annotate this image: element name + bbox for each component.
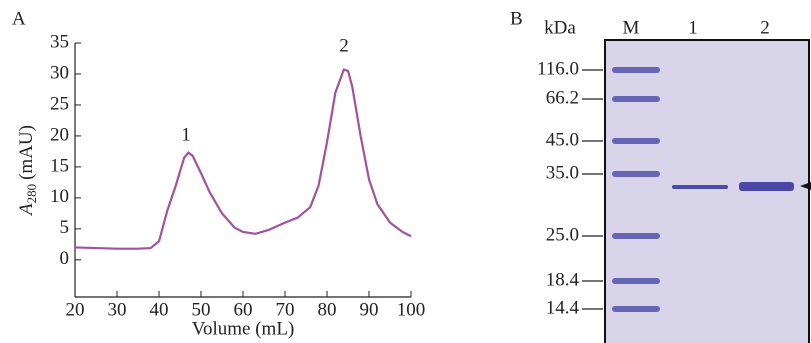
marker-band bbox=[612, 306, 660, 312]
marker-band bbox=[612, 67, 660, 73]
y-tick-label: 25 bbox=[50, 93, 69, 114]
y-tick-label: 5 bbox=[60, 217, 70, 238]
panel-label: A bbox=[12, 8, 26, 29]
x-tick-label: 90 bbox=[360, 299, 379, 320]
y-tick-label: 10 bbox=[50, 186, 69, 207]
x-tick-label: 50 bbox=[192, 299, 211, 320]
y-label-unit: (mAU) bbox=[16, 125, 37, 180]
x-tick-label: 30 bbox=[108, 299, 127, 320]
x-tick-label: 20 bbox=[66, 299, 85, 320]
marker-band bbox=[612, 278, 660, 284]
peak-label: 2 bbox=[339, 35, 349, 56]
x-tick-label: 80 bbox=[318, 299, 337, 320]
y-tick-label: 35 bbox=[50, 31, 69, 52]
marker-label: 18.4 bbox=[546, 269, 580, 290]
lane-label: M bbox=[623, 17, 640, 38]
unit-label: kDa bbox=[544, 17, 576, 38]
marker-label: 14.4 bbox=[546, 297, 580, 318]
gel-image bbox=[605, 40, 809, 343]
peak-label: 1 bbox=[181, 124, 191, 145]
marker-label: 25.0 bbox=[546, 224, 579, 245]
lane-label: 1 bbox=[688, 17, 698, 38]
marker-label: 45.0 bbox=[546, 129, 579, 150]
y-tick-label: 0 bbox=[60, 248, 70, 269]
x-tick-label: 40 bbox=[150, 299, 169, 320]
lane-label: 2 bbox=[760, 17, 770, 38]
y-label-symbol: A bbox=[16, 203, 37, 217]
sample-band bbox=[739, 182, 794, 191]
marker-label: 35.0 bbox=[546, 162, 579, 183]
marker-band bbox=[612, 138, 660, 144]
y-axis-label: A280 (mAU) bbox=[16, 125, 39, 217]
x-axis-label: Volume (mL) bbox=[192, 318, 295, 339]
y-tick-label: 20 bbox=[50, 124, 69, 145]
y-tick-label: 30 bbox=[50, 62, 69, 83]
line bbox=[75, 70, 411, 249]
x-tick-label: 60 bbox=[234, 299, 253, 320]
sample-band bbox=[672, 185, 728, 189]
marker-band bbox=[612, 233, 660, 239]
x-tick-label: 70 bbox=[276, 299, 295, 320]
y-label-subscript: 280 bbox=[24, 184, 39, 204]
marker-band bbox=[612, 96, 660, 102]
marker-label: 66.2 bbox=[546, 87, 579, 108]
y-tick-label: 15 bbox=[50, 155, 69, 176]
marker-label: 116.0 bbox=[537, 58, 579, 79]
panel-label: B bbox=[510, 8, 523, 29]
marker-band bbox=[612, 171, 660, 177]
x-tick-label: 100 bbox=[397, 299, 426, 320]
figure: A Volume (mL) A280(mAU) B kDa 0510152025… bbox=[0, 0, 811, 343]
